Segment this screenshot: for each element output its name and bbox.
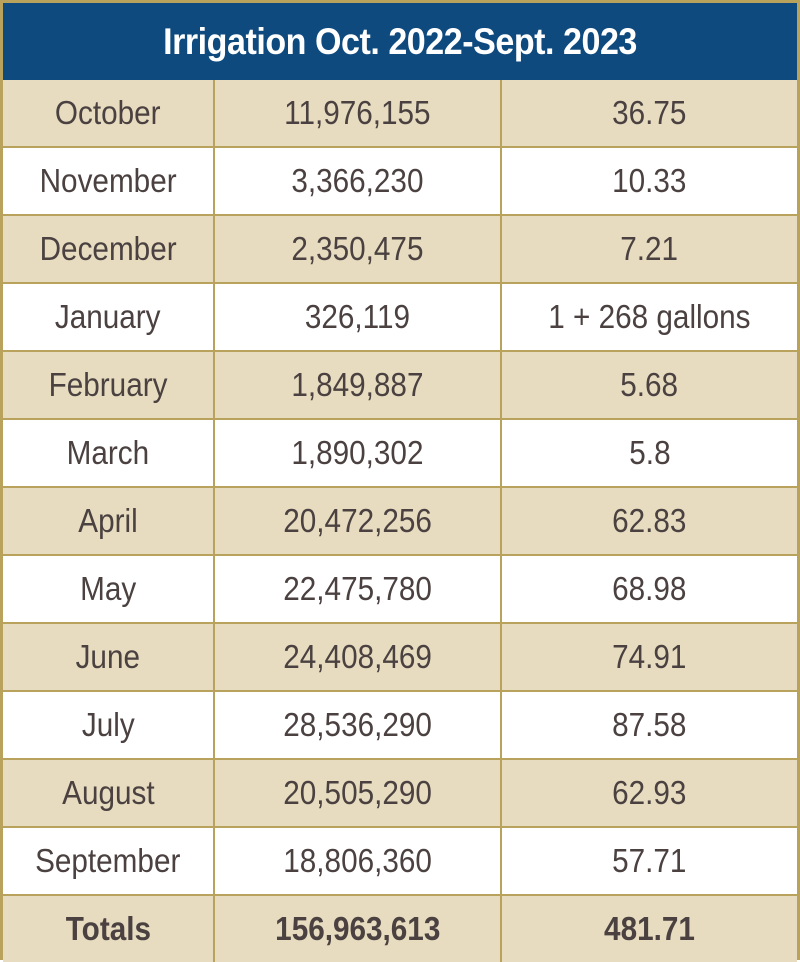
- table-row: December 2,350,475 7.21: [3, 215, 797, 284]
- value-cell: 57.71: [501, 827, 797, 896]
- table-row: May 22,475,780 68.98: [3, 555, 797, 624]
- month-cell: November: [3, 147, 215, 216]
- value-cell: 68.98: [501, 555, 797, 624]
- value-cell: 5.68: [501, 351, 797, 420]
- irrigation-table: October 11,976,155 36.75 November 3,366,…: [3, 80, 797, 962]
- gallons-cell: 18,806,360: [214, 827, 502, 896]
- totals-row: Totals 156,963,613 481.71: [3, 895, 797, 962]
- value-cell: 62.93: [501, 759, 797, 828]
- table-row: March 1,890,302 5.8: [3, 419, 797, 488]
- table-row: November 3,366,230 10.33: [3, 147, 797, 216]
- totals-label: Totals: [3, 895, 215, 962]
- value-cell: 10.33: [501, 147, 797, 216]
- gallons-cell: 2,350,475: [214, 215, 502, 284]
- month-cell: February: [3, 351, 215, 420]
- table-row: June 24,408,469 74.91: [3, 623, 797, 692]
- table-title: Irrigation Oct. 2022-Sept. 2023: [34, 3, 766, 80]
- table-header-bar: Irrigation Oct. 2022-Sept. 2023: [3, 3, 797, 80]
- month-cell: April: [3, 487, 215, 556]
- month-cell: August: [3, 759, 215, 828]
- table-row: April 20,472,256 62.83: [3, 487, 797, 556]
- table-row: July 28,536,290 87.58: [3, 691, 797, 760]
- table-row: February 1,849,887 5.68: [3, 351, 797, 420]
- value-cell: 74.91: [501, 623, 797, 692]
- month-cell: July: [3, 691, 215, 760]
- value-cell: 1 + 268 gallons: [501, 283, 797, 352]
- gallons-cell: 11,976,155: [214, 80, 502, 148]
- month-cell: January: [3, 283, 215, 352]
- month-cell: May: [3, 555, 215, 624]
- table-row: September 18,806,360 57.71: [3, 827, 797, 896]
- value-cell: 62.83: [501, 487, 797, 556]
- gallons-cell: 1,849,887: [214, 351, 502, 420]
- gallons-cell: 20,472,256: [214, 487, 502, 556]
- value-cell: 87.58: [501, 691, 797, 760]
- month-cell: October: [3, 80, 215, 148]
- value-cell: 7.21: [501, 215, 797, 284]
- gallons-cell: 3,366,230: [214, 147, 502, 216]
- gallons-cell: 22,475,780: [214, 555, 502, 624]
- table-row: October 11,976,155 36.75: [3, 80, 797, 148]
- month-cell: March: [3, 419, 215, 488]
- totals-value: 481.71: [501, 895, 797, 962]
- value-cell: 36.75: [501, 80, 797, 148]
- month-cell: June: [3, 623, 215, 692]
- value-cell: 5.8: [501, 419, 797, 488]
- gallons-cell: 1,890,302: [214, 419, 502, 488]
- month-cell: September: [3, 827, 215, 896]
- gallons-cell: 28,536,290: [214, 691, 502, 760]
- table-body: October 11,976,155 36.75 November 3,366,…: [3, 80, 797, 962]
- gallons-cell: 24,408,469: [214, 623, 502, 692]
- gallons-cell: 20,505,290: [214, 759, 502, 828]
- table-row: August 20,505,290 62.93: [3, 759, 797, 828]
- table-row: January 326,119 1 + 268 gallons: [3, 283, 797, 352]
- gallons-cell: 326,119: [214, 283, 502, 352]
- month-cell: December: [3, 215, 215, 284]
- totals-gallons: 156,963,613: [214, 895, 502, 962]
